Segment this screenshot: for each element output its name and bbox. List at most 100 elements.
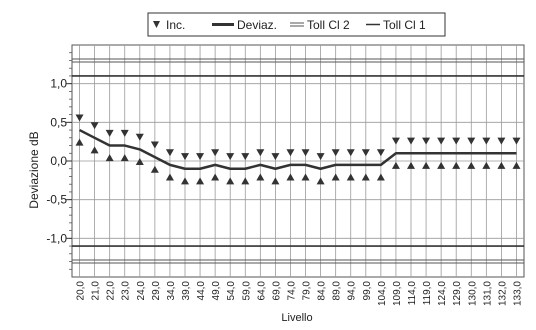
inc-lower-marker — [437, 161, 446, 169]
inc-lower-marker — [452, 161, 461, 169]
y-tick-label: -1,0 — [46, 231, 67, 245]
legend-entry-inc: Inc. — [153, 18, 185, 32]
inc-upper-marker — [346, 149, 355, 157]
inc-lower-marker — [105, 154, 114, 162]
inc-lower-marker — [211, 173, 220, 181]
inc-lower-marker — [90, 146, 99, 154]
inc-upper-marker — [90, 122, 99, 130]
x-tick-label: 20,0 — [76, 281, 87, 301]
inc-upper-marker — [271, 153, 280, 161]
inc-upper-marker — [120, 129, 129, 137]
x-tick-label: 69,0 — [271, 281, 282, 301]
x-tick-label: 109,0 — [392, 281, 403, 306]
inc-upper-marker — [512, 137, 521, 145]
inc-upper-marker — [105, 129, 114, 137]
y-axis-title: Deviazione dB — [27, 131, 41, 208]
x-tick-label: 130,0 — [467, 281, 478, 306]
inc-lower-marker — [361, 173, 370, 181]
inc-lower-marker — [75, 138, 84, 146]
inc-upper-marker — [135, 133, 144, 141]
inc-lower-marker — [482, 161, 491, 169]
x-tick-label: 29,0 — [151, 281, 162, 301]
inc-lower-marker — [467, 161, 476, 169]
x-tick-label: 104,0 — [377, 281, 388, 306]
x-tick-label: 99,0 — [362, 281, 373, 301]
legend-entry-toll-cl2: Toll Cl 2 — [290, 18, 350, 32]
plot-area: 1,0 0,5 0,0 -0,5 -1,0 20,0 21,0 22,0 23,0 24,0 29,… — [46, 44, 525, 306]
legend-entry-toll-cl1: Toll Cl 1 — [366, 18, 426, 32]
x-axis-title: Livello — [281, 312, 312, 324]
legend-label-deviaz: Deviaz. — [237, 18, 277, 32]
inc-lower-marker — [301, 173, 310, 181]
x-tick-label: 94,0 — [347, 281, 358, 301]
inc-upper-marker — [467, 137, 476, 145]
inc-lower-marker — [512, 161, 521, 169]
x-tick-label: 49,0 — [211, 281, 222, 301]
inc-upper-marker — [241, 153, 250, 161]
inc-lower-marker — [150, 165, 159, 173]
x-tick-label: 131,0 — [482, 281, 493, 306]
x-tick-label: 54,0 — [226, 281, 237, 301]
inc-upper-marker — [361, 149, 370, 157]
y-tick-label: -0,5 — [46, 193, 67, 207]
x-tick-label: 119,0 — [422, 281, 433, 306]
x-tick-label: 132,0 — [497, 281, 508, 306]
inc-upper-marker — [181, 153, 189, 161]
x-tick-label: 64,0 — [256, 281, 267, 301]
x-tick-label: 24,0 — [136, 281, 147, 301]
legend-label-toll-cl2: Toll Cl 2 — [307, 18, 350, 32]
inc-upper-marker — [226, 153, 235, 161]
inc-upper-marker — [331, 149, 340, 157]
inc-lower-marker — [316, 177, 325, 185]
inc-lower-marker — [226, 177, 235, 185]
inc-lower-marker — [331, 173, 340, 181]
x-tick-label: 79,0 — [302, 281, 313, 301]
inc-upper-marker — [422, 137, 431, 145]
inc-upper-marker — [256, 149, 265, 157]
inc-upper-marker — [150, 141, 159, 149]
inc-lower-marker — [241, 177, 250, 185]
inc-lower-marker — [256, 173, 265, 181]
inc-upper-marker — [75, 114, 84, 122]
inc-lower-marker — [422, 161, 431, 169]
inc-upper-marker — [316, 153, 325, 161]
inc-lower-marker — [391, 161, 400, 169]
inc-lower-marker — [181, 177, 189, 185]
x-tick-label: 39,0 — [181, 281, 192, 301]
x-tick-label: 84,0 — [317, 281, 328, 301]
inc-upper-marker — [376, 149, 385, 157]
legend-frame — [147, 12, 446, 37]
y-tick-label: 1,0 — [50, 77, 67, 91]
inc-upper-marker — [437, 137, 446, 145]
inc-lower-marker — [271, 177, 280, 185]
legend-entry-deviaz: Deviaz. — [212, 18, 277, 32]
x-tick-label: 34,0 — [166, 281, 177, 301]
legend-label-toll-cl1: Toll Cl 1 — [383, 18, 426, 32]
legend-label-inc: Inc. — [166, 18, 185, 32]
inc-upper-marker — [482, 137, 491, 145]
inc-upper-marker — [211, 149, 220, 157]
inc-upper-marker — [301, 149, 310, 157]
legend: Inc. Deviaz. Toll Cl 2 Toll Cl 1 — [147, 12, 446, 37]
inc-upper-marker — [407, 137, 415, 145]
x-tick-label: 22,0 — [106, 281, 117, 301]
inc-lower-marker — [165, 173, 174, 181]
inc-upper-marker — [452, 137, 461, 145]
x-tick-label: 114,0 — [407, 281, 418, 306]
inc-lower-marker — [135, 158, 144, 165]
inc-lower-marker — [346, 173, 355, 181]
x-tick-label: 23,0 — [121, 281, 132, 301]
inc-upper-marker — [165, 149, 174, 157]
x-tick-label: 133,0 — [512, 281, 523, 306]
deviaz-line — [78, 128, 517, 170]
inc-lower-marker — [196, 177, 205, 185]
inc-lower-marker — [376, 173, 385, 181]
x-tick-label: 21,0 — [91, 281, 102, 301]
x-tick-label: 74,0 — [286, 281, 297, 301]
inc-upper-marker — [391, 137, 400, 145]
x-tick-label: 59,0 — [241, 281, 252, 301]
x-tick-label: 129,0 — [452, 281, 463, 306]
legend-marker-inc — [153, 21, 160, 28]
